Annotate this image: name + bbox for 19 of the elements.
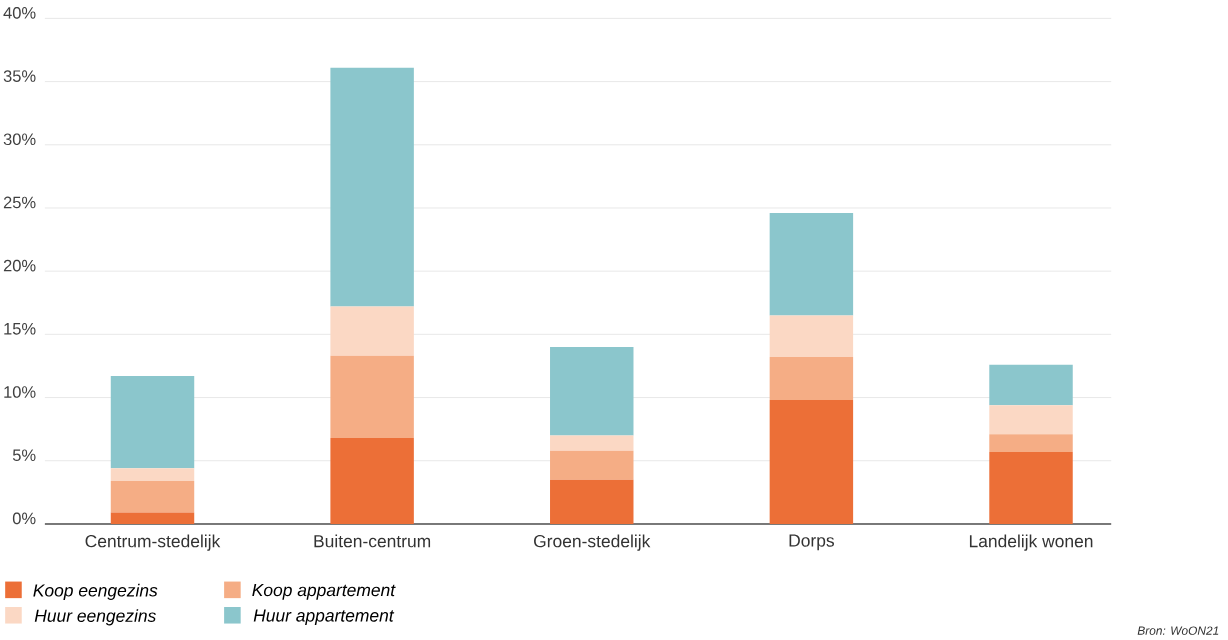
y-tick-label: 0% xyxy=(12,512,36,525)
legend-label: Koop eengezins xyxy=(33,583,158,601)
x-tick-label: Centrum-stedelijk xyxy=(85,534,221,551)
y-tick-label: 25% xyxy=(3,196,36,209)
y-tick-label: 20% xyxy=(3,259,36,272)
legend-label: Koop appartement xyxy=(252,584,396,600)
y-tick-label: 5% xyxy=(12,449,36,462)
legend-label: Huur appartement xyxy=(253,609,395,626)
x-tick-label: Groen-stedelijk xyxy=(534,534,651,551)
y-tick-label: 30% xyxy=(3,133,36,146)
y-tick-label: 15% xyxy=(4,323,36,335)
x-tick-label: Dorps xyxy=(789,534,834,551)
y-tick-label: 40% xyxy=(3,7,36,19)
x-tick-label: Landelijk wonen xyxy=(969,534,1093,551)
text: Bron: WoON21 xyxy=(1137,626,1219,635)
legend-label: Huur eengezins xyxy=(34,609,156,626)
y-tick-label: 10% xyxy=(4,386,36,398)
x-tick-label: Buiten-centrum xyxy=(314,534,431,548)
y-tick-label: 35% xyxy=(3,70,36,82)
